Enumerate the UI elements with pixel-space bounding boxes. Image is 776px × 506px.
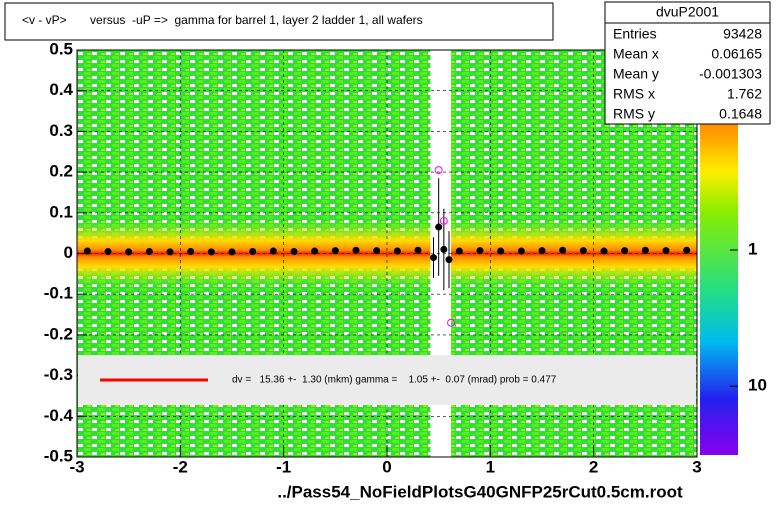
profile-point — [497, 247, 505, 255]
chart-title: <v - vP> versus -uP => gamma for barrel … — [22, 13, 423, 27]
legend-text: dv = 15.36 +- 1.30 (mkm) gamma = 1.05 +-… — [232, 375, 557, 386]
profile-alt-point — [447, 318, 456, 327]
profile-point — [445, 256, 453, 264]
stats-label: RMS y — [613, 106, 655, 122]
x-tick-label: -3 — [69, 457, 84, 476]
stats-label: RMS x — [613, 86, 655, 102]
y-tick-label: 0.3 — [49, 121, 73, 140]
profile-point — [166, 248, 174, 256]
profile-point — [352, 246, 360, 254]
x-tick-label: 1 — [486, 457, 495, 476]
profile-point — [269, 247, 277, 255]
profile-point — [207, 248, 215, 256]
profile-point — [579, 247, 587, 255]
profile-point — [187, 247, 195, 255]
profile-point — [331, 247, 339, 255]
profile-point — [430, 254, 437, 262]
profile-point — [440, 245, 448, 253]
stats-value: 0.1648 — [719, 106, 762, 122]
profile-point — [559, 246, 567, 254]
profile-point — [414, 246, 422, 254]
profile-point — [104, 247, 112, 255]
profile-point — [311, 247, 319, 255]
y-tick-label: -0.3 — [44, 365, 73, 384]
stats-value: -0.001303 — [699, 66, 762, 82]
stats-value: 0.06165 — [711, 46, 762, 62]
profile-alt-point — [434, 166, 443, 175]
title-box — [4, 2, 554, 41]
profile-point — [83, 247, 91, 255]
z-tick-label: 1 — [748, 239, 757, 258]
y-tick-label: -0.4 — [44, 406, 74, 425]
profile-point — [662, 247, 670, 255]
x-tick-label: 3 — [692, 457, 701, 476]
profile-point — [538, 247, 546, 255]
x-tick-label: 2 — [589, 457, 598, 476]
profile-point — [435, 223, 443, 231]
profile-point — [476, 247, 484, 255]
y-tick-label: 0.5 — [49, 39, 73, 58]
y-tick-label: 0 — [64, 243, 73, 262]
stats-label: Mean y — [613, 66, 659, 82]
profile-point — [455, 247, 463, 255]
z-tick-label: 10 — [748, 376, 767, 395]
profile-point — [228, 248, 236, 256]
profile-point — [125, 248, 133, 256]
x-tick-label: 0 — [382, 457, 391, 476]
stats-value: 1.762 — [727, 86, 762, 102]
profile-point — [683, 246, 691, 254]
y-tick-label: -0.2 — [44, 324, 73, 343]
profile-point — [145, 247, 153, 255]
y-tick-label: -0.5 — [44, 446, 73, 465]
stats-value: 93428 — [723, 26, 762, 42]
footer: ../Pass54_NoFieldPlotsG40GNFP25rCut0.5cm… — [277, 482, 683, 501]
profile-alt-point — [439, 216, 448, 225]
stats-title: dvuP2001 — [656, 4, 719, 20]
stats-box — [604, 1, 771, 125]
stats-label: Mean x — [613, 46, 659, 62]
stats-label: Entries — [613, 26, 657, 42]
x-tick-label: -2 — [173, 457, 188, 476]
profile-point — [290, 247, 298, 255]
frame — [76, 49, 698, 458]
profile-point — [641, 246, 649, 254]
profile-point — [373, 247, 381, 255]
y-tick-label: 0.4 — [49, 80, 73, 99]
y-tick-label: 0.1 — [49, 202, 73, 221]
y-tick-label: 0.2 — [49, 162, 73, 181]
x-tick-label: -1 — [276, 457, 291, 476]
profile-point — [249, 247, 257, 255]
y-tick-label: -0.1 — [44, 284, 73, 303]
profile-point — [393, 247, 401, 255]
profile-point — [621, 247, 629, 255]
profile-point — [517, 247, 525, 255]
profile-point — [600, 247, 608, 255]
